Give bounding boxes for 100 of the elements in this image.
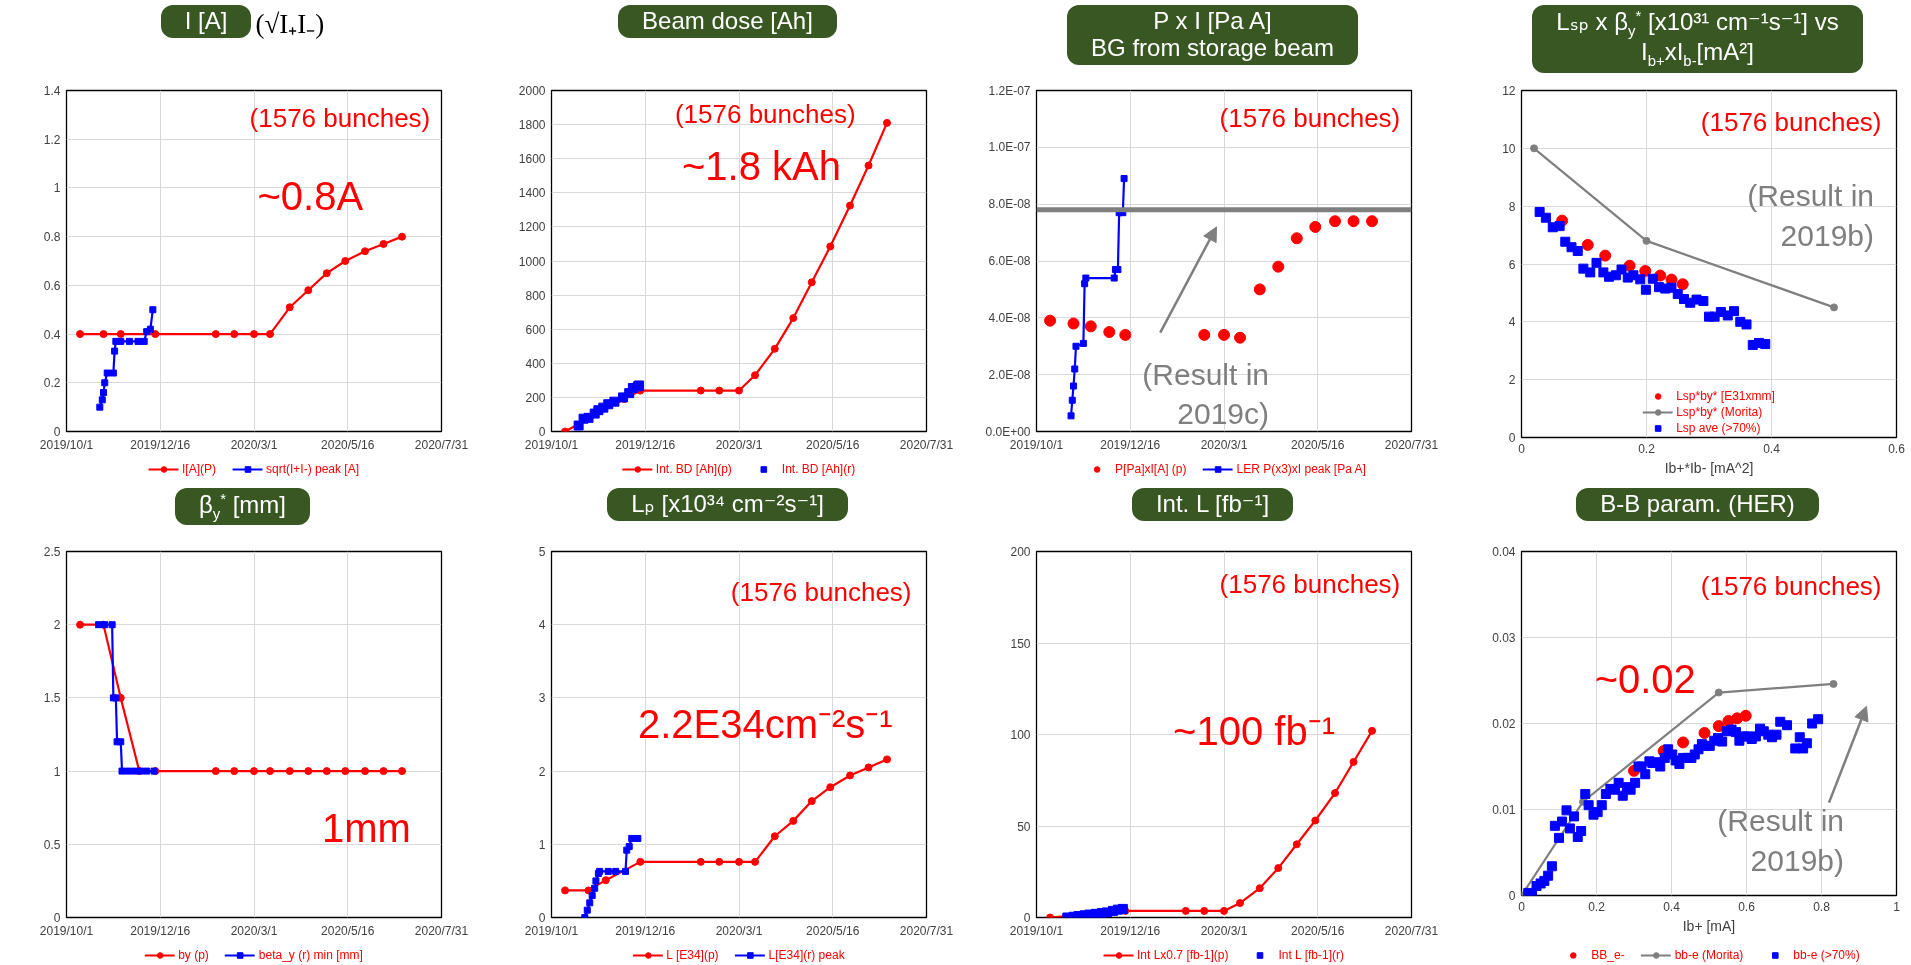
x-tick-label: 2019/12/16	[1100, 437, 1161, 452]
y-tick-label: 1.2	[43, 132, 61, 147]
y-tick-label: 0.6	[43, 278, 61, 293]
legend-label: Lsp ave (>70%)	[1676, 421, 1761, 435]
y-tick-label: 12	[1502, 84, 1516, 98]
x-tick-label: 2020/3/1	[715, 437, 763, 452]
x-tick-label: 0.2	[1588, 899, 1606, 914]
y-tick-label: 1400	[518, 186, 546, 201]
y-tick-label: 150	[1010, 636, 1031, 651]
y-tick-label: 2000	[518, 84, 546, 98]
legend-label: L[E34](r) peak	[768, 948, 845, 962]
y-tick-label: 1200	[518, 220, 546, 235]
x-tick-label: 2020/3/1	[1200, 923, 1248, 938]
x-tick-label: 0.8	[1813, 899, 1831, 914]
x-axis-title: Ib+*Ib- [mA^2]	[1664, 459, 1754, 476]
chart-title: Lₚ [x10³⁴ cm⁻²s⁻¹]	[607, 488, 848, 521]
x-tick-label: 2020/5/16	[321, 437, 375, 452]
x-tick-label: 2019/12/16	[615, 923, 676, 938]
y-tick-label: 2	[53, 618, 61, 633]
y-tick-label: 1	[538, 837, 546, 852]
x-tick-label: 2019/12/16	[615, 437, 676, 452]
y-tick-label: 1	[53, 181, 61, 196]
chart-title: Int. L [fb⁻¹]	[1131, 488, 1294, 521]
x-tick-label: 2020/3/1	[1200, 437, 1248, 452]
y-tick-label: 0.04	[1492, 545, 1516, 559]
x-tick-label: 2019/10/1	[524, 923, 579, 938]
x-tick-label: 2019/10/1	[39, 437, 94, 452]
y-tick-label: 1.4	[43, 84, 61, 98]
y-tick-label: 2.0E-08	[988, 367, 1031, 382]
x-axis-title: Ib+ [mA]	[1682, 917, 1736, 934]
y-tick-label: 10	[1502, 141, 1516, 156]
x-tick-label: 0.2	[1638, 441, 1656, 456]
legend-label: bb-e (>70%)	[1793, 948, 1860, 962]
y-tick-label: 4	[1508, 315, 1516, 330]
legend-label: L [E34](p)	[666, 948, 719, 962]
legend-label: P[Pa]xI[A] (p)	[1115, 462, 1187, 476]
y-tick-label: 0	[53, 425, 61, 439]
annotation: (Result in 2019b)	[1717, 804, 1845, 877]
y-tick-label: 0.02	[1492, 717, 1516, 731]
legend-label: beta_y (r) min [mm]	[258, 948, 363, 962]
y-tick-label: 0.5	[43, 837, 61, 852]
y-tick-label: 1600	[518, 152, 546, 167]
y-tick-label: 1000	[518, 254, 546, 269]
annotation: ~0.02	[1594, 656, 1696, 701]
x-tick-label: 2020/3/1	[230, 437, 278, 452]
x-tick-label: 2020/5/16	[321, 923, 375, 938]
y-tick-label: 0	[53, 911, 61, 925]
x-tick-label: 2019/12/16	[130, 923, 191, 938]
y-tick-label: 2	[538, 764, 546, 779]
x-tick-label: 2020/3/1	[230, 923, 278, 938]
annotation: ~100 fb⁻¹	[1173, 708, 1335, 753]
x-tick-label: 0	[1518, 899, 1526, 914]
legend-label: Lsp*by* [E31xmm]	[1676, 389, 1775, 403]
annotation: (Result in 2019b)	[1747, 179, 1875, 252]
x-tick-label: 2020/5/16	[806, 923, 860, 938]
x-tick-label: 2020/7/31	[1384, 923, 1439, 938]
annotation: (Result in 2019c)	[1142, 357, 1270, 431]
y-tick-label: 800	[525, 288, 546, 303]
annotation: (1576 bunches)	[1700, 570, 1882, 601]
chart-title: β$_{y}$$^{*}$ [mm]	[174, 488, 311, 526]
annotation: ~1.8 kAh	[682, 143, 842, 188]
y-tick-label: 4	[538, 618, 546, 633]
y-tick-label: 50	[1017, 819, 1031, 834]
legend-label: Int. BD [Ah](r)	[781, 462, 856, 476]
y-tick-label: 200	[525, 390, 546, 405]
x-tick-label: 0.4	[1763, 441, 1781, 456]
y-tick-label: 3	[538, 691, 546, 706]
x-tick-label: 2019/10/1	[524, 437, 579, 452]
y-tick-label: 2	[1508, 373, 1516, 388]
x-tick-label: 1	[1893, 899, 1901, 914]
x-tick-label: 2020/7/31	[414, 437, 469, 452]
y-tick-label: 2.5	[43, 545, 61, 559]
legend-label: sqrt(I+I-) peak [A]	[265, 462, 360, 476]
x-tick-label: 2020/7/31	[1384, 437, 1439, 452]
x-tick-label: 0.4	[1663, 899, 1681, 914]
x-tick-label: 2020/7/31	[899, 923, 954, 938]
chart-title: Beam dose [Ah]	[618, 5, 837, 38]
annotation: (1576 bunches)	[1700, 106, 1882, 137]
x-tick-label: 2020/7/31	[414, 923, 469, 938]
legend-label: Lsp*by* (Morita)	[1676, 405, 1763, 419]
annotation: 2.2E34cm⁻²s⁻¹	[637, 701, 893, 746]
y-tick-label: 1800	[518, 118, 546, 133]
annotation: (1576 bunches)	[1219, 102, 1401, 133]
legend-label: bb-e (Morita)	[1674, 948, 1744, 962]
y-tick-label: 6	[1508, 257, 1516, 272]
x-tick-label: 2019/10/1	[39, 923, 94, 938]
chart-title: P x I [Pa A] BG from storage beam	[1067, 5, 1358, 65]
y-tick-label: 1.0E-07	[988, 140, 1031, 155]
legend-label: LER P(x3)xI peak [Pa A]	[1236, 462, 1366, 476]
x-tick-label: 2019/10/1	[1009, 437, 1064, 452]
y-tick-label: 1	[53, 764, 61, 779]
x-tick-label: 2019/12/16	[1100, 923, 1161, 938]
x-tick-label: 2020/5/16	[1291, 437, 1345, 452]
annotation: (1576 bunches)	[730, 576, 912, 607]
legend-label: Int. BD [Ah](p)	[655, 462, 732, 476]
y-tick-label: 0.2	[43, 376, 61, 391]
x-tick-label: 2020/3/1	[715, 923, 763, 938]
y-tick-label: 4.0E-08	[988, 310, 1031, 325]
annotation: 1mm	[322, 805, 411, 850]
chart-title: I [A]	[160, 5, 252, 38]
